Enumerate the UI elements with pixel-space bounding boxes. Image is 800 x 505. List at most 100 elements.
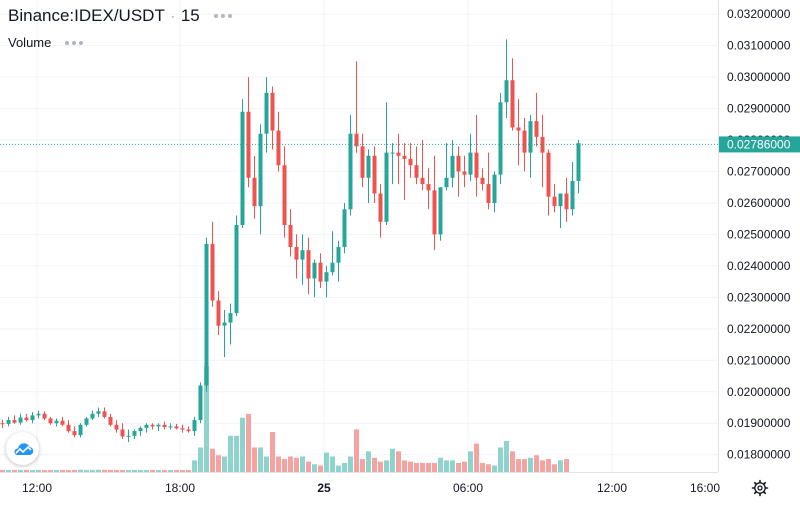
candle-body xyxy=(510,80,515,128)
volume-bar xyxy=(480,462,485,472)
time-tick-label: 18:00 xyxy=(165,481,195,495)
price-tick-label: 0.03200000 xyxy=(727,7,791,21)
volume-more-dots-icon[interactable] xyxy=(65,40,84,45)
volume-bar xyxy=(408,461,413,472)
candle-body xyxy=(126,435,131,437)
volume-bar xyxy=(0,469,5,472)
last-price-badge xyxy=(719,136,800,153)
candle-body xyxy=(180,428,185,430)
volume-bar xyxy=(558,460,563,472)
volume-bar xyxy=(414,462,419,472)
volume-bar xyxy=(96,469,101,472)
candle-body xyxy=(552,196,557,207)
gear-icon[interactable] xyxy=(748,476,772,500)
volume-bar xyxy=(108,469,113,472)
volume-bar xyxy=(210,448,215,472)
time-axis[interactable]: 12:00 18:00 25 06:00 12:00 16:00 xyxy=(22,481,720,495)
volume-bar xyxy=(156,470,161,472)
volume-bar xyxy=(462,461,467,472)
symbol-more-dots-icon[interactable] xyxy=(213,14,232,18)
candle-body xyxy=(444,177,449,188)
volume-bar xyxy=(264,456,269,472)
price-tick-label: 0.03100000 xyxy=(727,39,791,53)
volume-bar xyxy=(306,461,311,472)
candle-body xyxy=(396,152,401,156)
candle-body xyxy=(162,424,167,428)
candle-body xyxy=(78,424,83,436)
candle-body xyxy=(222,322,227,326)
candle-body xyxy=(450,155,455,178)
candle-body xyxy=(318,262,323,282)
price-tick-label: 0.02900000 xyxy=(727,102,791,116)
candle-body xyxy=(216,300,221,326)
price-axis[interactable]: 0.01800000 0.01900000 0.02000000 0.02100000… xyxy=(727,7,791,462)
volume-bar xyxy=(12,470,17,472)
candle-body xyxy=(234,224,239,314)
candle-body xyxy=(498,102,503,175)
volume-bar xyxy=(198,447,203,472)
volume-bar xyxy=(372,457,377,472)
candle-body xyxy=(264,92,269,134)
volume-bar xyxy=(420,462,425,472)
volume-bar xyxy=(24,469,29,472)
volume-bar xyxy=(474,443,479,472)
volume-bar xyxy=(486,464,491,472)
candle-body xyxy=(480,177,485,185)
candle-body xyxy=(228,313,233,323)
grid-layer xyxy=(0,0,718,472)
volume-bar xyxy=(6,469,11,472)
volume-bar xyxy=(60,469,65,472)
candle-body xyxy=(546,152,551,197)
candle-body xyxy=(150,424,155,427)
time-tick-label: 12:00 xyxy=(22,481,52,495)
candle-body xyxy=(456,155,461,172)
volume-bar xyxy=(168,470,173,472)
price-tick-label: 0.01800000 xyxy=(727,448,791,462)
cloud-chart-icon xyxy=(13,442,33,455)
candle-body xyxy=(294,247,299,260)
volume-bar xyxy=(132,469,137,472)
candle-body xyxy=(48,418,53,424)
volume-bar xyxy=(510,451,515,472)
volume-bar xyxy=(282,459,287,472)
price-tick-label: 0.02400000 xyxy=(727,259,791,273)
candle-body xyxy=(210,243,215,301)
candle-body xyxy=(408,158,413,166)
candle-body xyxy=(378,193,383,222)
volume-bar xyxy=(180,470,185,472)
candle-body xyxy=(42,413,47,419)
volume-bar xyxy=(252,447,257,472)
volume-bar xyxy=(246,413,251,472)
volume-label[interactable]: Volume xyxy=(8,35,52,50)
candle-body xyxy=(534,121,539,137)
candle-body xyxy=(36,413,41,416)
candle-body xyxy=(12,420,17,423)
candle-body xyxy=(528,121,533,153)
volume-bar xyxy=(234,435,239,472)
candle-body xyxy=(66,424,71,432)
candle-layer xyxy=(0,39,581,443)
volume-bar xyxy=(240,417,245,472)
candle-body xyxy=(564,193,569,210)
volume-legend[interactable]: Volume xyxy=(8,35,232,50)
candle-body xyxy=(426,184,431,191)
symbol-legend[interactable]: Binance:IDEX/USDT · 15 xyxy=(8,6,232,26)
price-tick-label: 0.01900000 xyxy=(727,416,791,430)
volume-bar xyxy=(528,457,533,472)
volume-bar xyxy=(312,464,317,472)
volume-bar xyxy=(204,366,209,472)
interval-label[interactable]: 15 xyxy=(180,6,200,25)
candle-body xyxy=(198,385,203,421)
tradingview-cloud-icon[interactable] xyxy=(6,432,39,465)
candle-body xyxy=(186,429,191,432)
candle-body xyxy=(540,136,545,153)
symbol-name[interactable]: Binance:IDEX/USDT xyxy=(8,6,165,25)
candle-body xyxy=(84,418,89,425)
candle-body xyxy=(462,171,467,175)
candle-body xyxy=(90,413,95,419)
volume-bar xyxy=(546,459,551,472)
candle-body xyxy=(570,180,575,210)
